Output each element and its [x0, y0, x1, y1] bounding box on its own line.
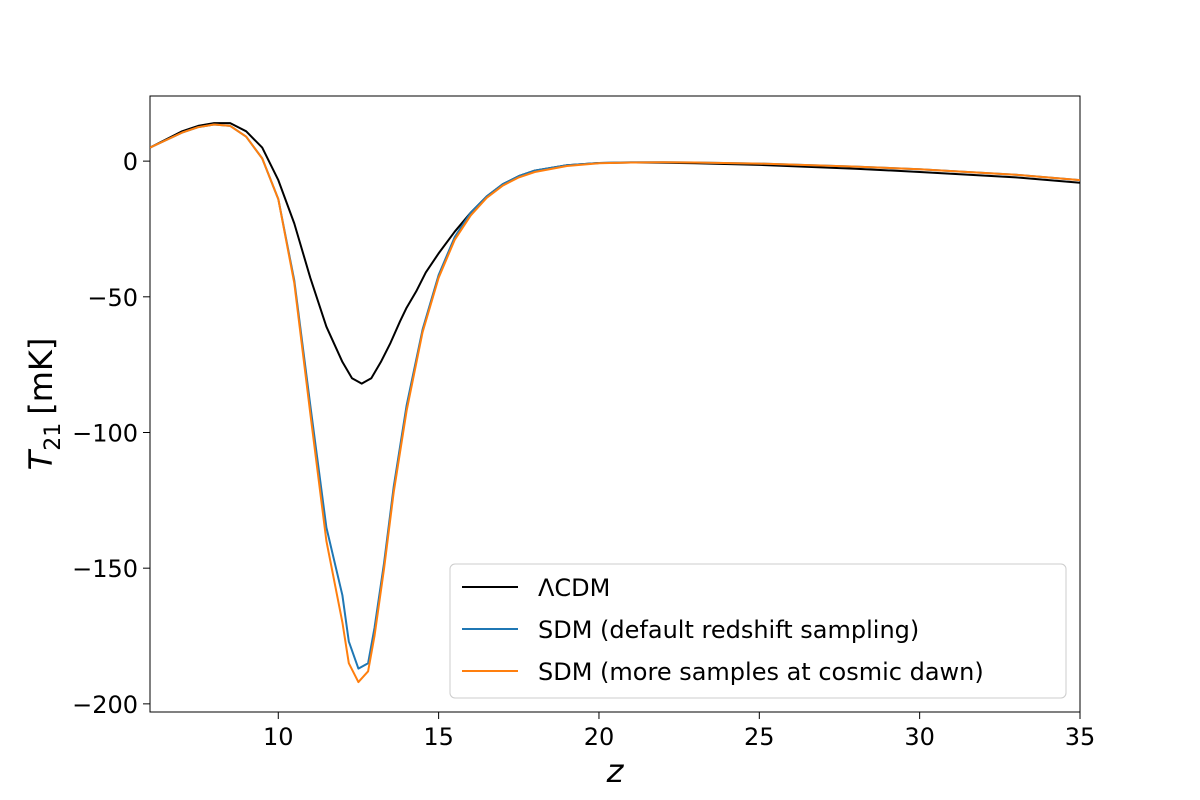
x-axis-title: z	[606, 752, 625, 790]
x-tick-label: 10	[263, 723, 294, 751]
y-axis-title-unit: [mK]	[22, 338, 60, 415]
legend-frame	[449, 563, 1067, 699]
y-tick-label: −50	[87, 284, 138, 312]
legend-label-sdm-more-samples: SDM (more samples at cosmic dawn)	[538, 658, 984, 686]
x-tick-label: 20	[584, 723, 615, 751]
x-tick-label: 15	[423, 723, 454, 751]
legend-label-lcdm: ΛCDM	[538, 574, 610, 602]
tick-layer: 10 15 20 25 30 35 0 −50 −100 −150 −200	[72, 148, 1095, 751]
y-tick-label: −200	[72, 691, 138, 719]
y-tick-label: 0	[123, 148, 138, 176]
x-tick-label: 30	[904, 723, 935, 751]
legend-label-sdm-default: SDM (default redshift sampling)	[538, 616, 919, 644]
y-tick-label: −100	[72, 419, 138, 447]
x-tick-label: 25	[744, 723, 775, 751]
y-tick-label: −150	[72, 555, 138, 583]
x-tick-label: 35	[1065, 723, 1096, 751]
y-axis-title-main: T	[22, 448, 60, 470]
series-line-sdm-more-samples	[150, 123, 1080, 684]
y-axis-title-subscript: 21	[41, 423, 66, 451]
legend: ΛCDM SDM (default redshift sampling) SDM…	[449, 563, 1067, 699]
y-axis-title: T21 [mK]	[22, 338, 66, 471]
series-layer	[150, 122, 1080, 684]
